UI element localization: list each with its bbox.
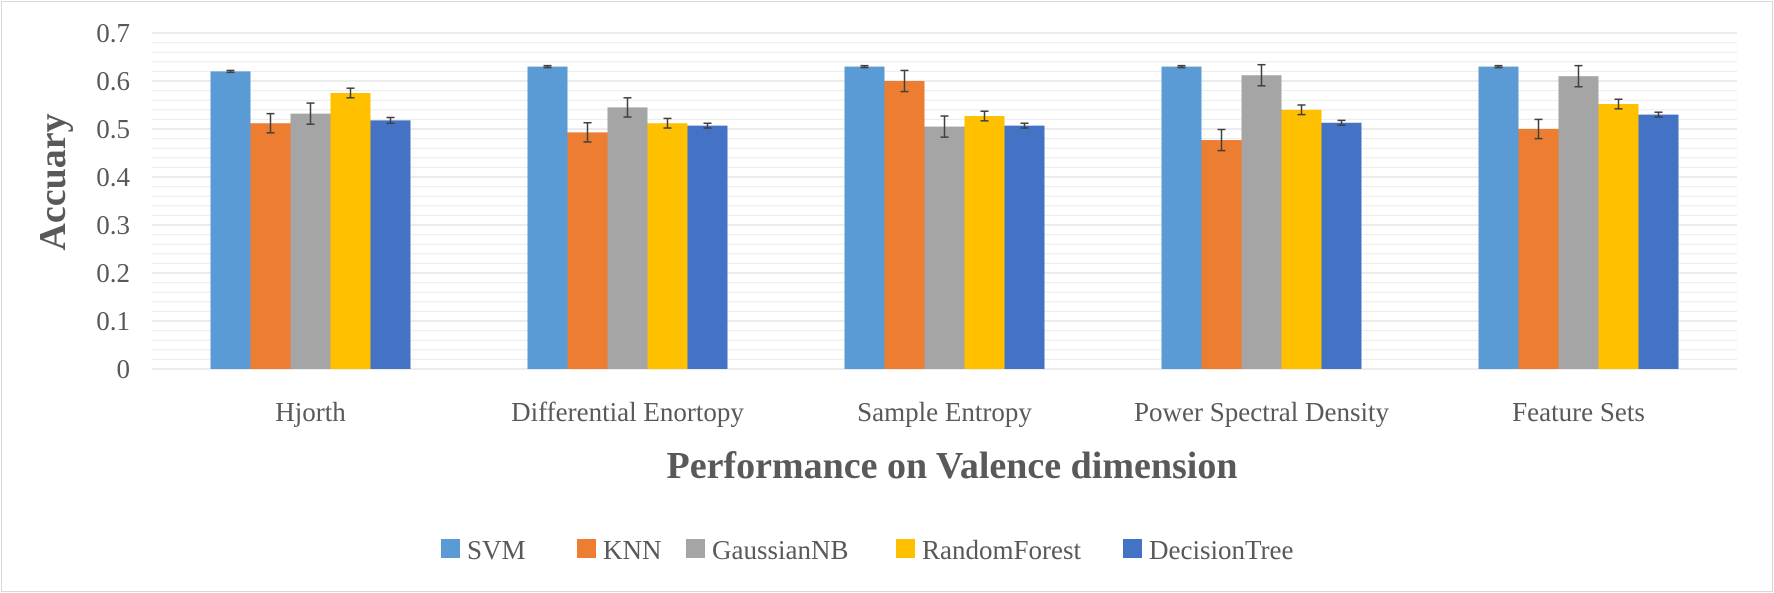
bar (647, 123, 688, 370)
bar (370, 120, 411, 369)
legend-swatch (441, 539, 460, 558)
bar (1598, 104, 1639, 369)
bar (1558, 76, 1599, 369)
bar (1161, 66, 1202, 369)
bar (607, 107, 648, 370)
legend-label: SVM (467, 535, 526, 565)
bar (210, 71, 251, 370)
bar (527, 66, 568, 369)
bar (1478, 66, 1519, 369)
x-tick-label: Hjorth (275, 397, 346, 427)
x-tick-label: Power Spectral Density (1134, 397, 1389, 427)
y-tick-label: 0.2 (96, 258, 130, 288)
y-tick-label: 0.1 (96, 306, 130, 336)
legend-swatch (686, 539, 705, 558)
legend-label: KNN (603, 535, 662, 565)
y-tick-label: 0 (117, 354, 131, 384)
x-tick-label: Differential Enortopy (511, 397, 744, 427)
y-axis-title: Accuary (32, 113, 74, 250)
y-tick-label: 0.4 (96, 162, 130, 192)
bar (844, 66, 885, 369)
bar (290, 113, 331, 369)
y-tick-label: 0.3 (96, 210, 130, 240)
legend-swatch (896, 539, 915, 558)
y-tick-label: 0.6 (96, 66, 130, 96)
x-tick-label: Sample Entropy (857, 397, 1032, 427)
bar (1201, 140, 1242, 369)
x-axis-title: Performance on Valence dimension (666, 445, 1237, 487)
bar (567, 132, 608, 369)
bar (1281, 109, 1322, 370)
bars (210, 66, 1679, 370)
x-tick-labels: Hjorth Differential Enortopy Sample Entrop… (275, 397, 1645, 427)
bar (1518, 129, 1559, 369)
bar (687, 125, 728, 369)
legend-label: GaussianNB (712, 535, 849, 565)
y-tick-label: 0.7 (96, 18, 130, 48)
y-tick-label: 0.5 (96, 114, 130, 144)
bar (1241, 75, 1282, 370)
legend-label: DecisionTree (1149, 535, 1293, 565)
bar (1638, 114, 1679, 369)
x-tick-label: Feature Sets (1512, 397, 1645, 427)
error-bars (226, 63, 1663, 152)
bar (884, 81, 925, 369)
legend-label: RandomForest (922, 535, 1081, 565)
bar (924, 126, 965, 369)
bar (1321, 122, 1362, 369)
bar (1004, 125, 1045, 369)
y-tick-labels: 0 0.1 0.2 0.3 0.4 0.5 0.6 0.7 (96, 18, 130, 384)
legend-swatch (577, 539, 596, 558)
legend-swatch (1123, 539, 1142, 558)
bar (250, 123, 291, 370)
bar (964, 116, 1005, 369)
legend: SVM KNN GaussianNB RandomForest DecisionTree (441, 535, 1293, 565)
bar (330, 93, 371, 369)
